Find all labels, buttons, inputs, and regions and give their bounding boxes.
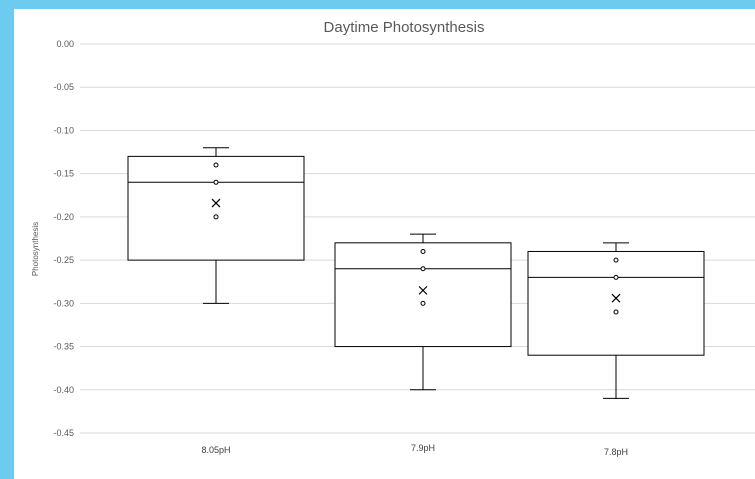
y-tick-label: 0.00 (56, 39, 74, 49)
data-point (213, 162, 219, 168)
x-category-label: 7.9pH (411, 443, 435, 453)
data-point (213, 214, 219, 220)
box-iqr (127, 155, 305, 261)
y-tick-label: -0.05 (53, 82, 74, 92)
y-tick-label: -0.45 (53, 428, 74, 438)
y-tick-label: -0.25 (53, 255, 74, 265)
mean-marker (418, 285, 428, 295)
data-point (613, 274, 619, 280)
y-tick-label: -0.15 (53, 169, 74, 179)
y-axis-ticks: 0.00 -0.05 -0.10 -0.15 -0.20 -0.25 -0.30 -0.35 -… (53, 39, 74, 438)
mean-marker (211, 198, 221, 208)
data-point (420, 300, 426, 306)
chart-title: Daytime Photosynthesis (324, 19, 485, 36)
y-tick-label: -0.30 (53, 298, 74, 308)
boxplot-chart: Daytime Photosynthesis Photosynthesis 0.… (31, 19, 755, 457)
x-category-label: 8.05pH (201, 445, 230, 455)
data-point (613, 257, 619, 263)
box-group (127, 147, 305, 304)
box-iqr (334, 242, 512, 348)
y-tick-label: -0.20 (53, 212, 74, 222)
mean-marker (611, 293, 621, 303)
y-tick-label: -0.10 (53, 125, 74, 135)
data-point (213, 179, 219, 185)
x-category-label: 7.8pH (604, 447, 628, 457)
y-tick-label: -0.35 (53, 342, 74, 352)
data-point (420, 266, 426, 272)
data-point (420, 248, 426, 254)
chart-area: Daytime Photosynthesis Photosynthesis 0.… (14, 9, 755, 479)
box-group (334, 233, 512, 391)
x-axis-categories: 8.05pH 7.9pH 7.8pH (201, 443, 628, 457)
y-axis-label: Photosynthesis (31, 222, 40, 276)
boxes (127, 147, 705, 399)
box-group (527, 242, 705, 399)
y-tick-label: -0.40 (53, 385, 74, 395)
data-point (613, 309, 619, 315)
box-iqr (527, 250, 705, 356)
